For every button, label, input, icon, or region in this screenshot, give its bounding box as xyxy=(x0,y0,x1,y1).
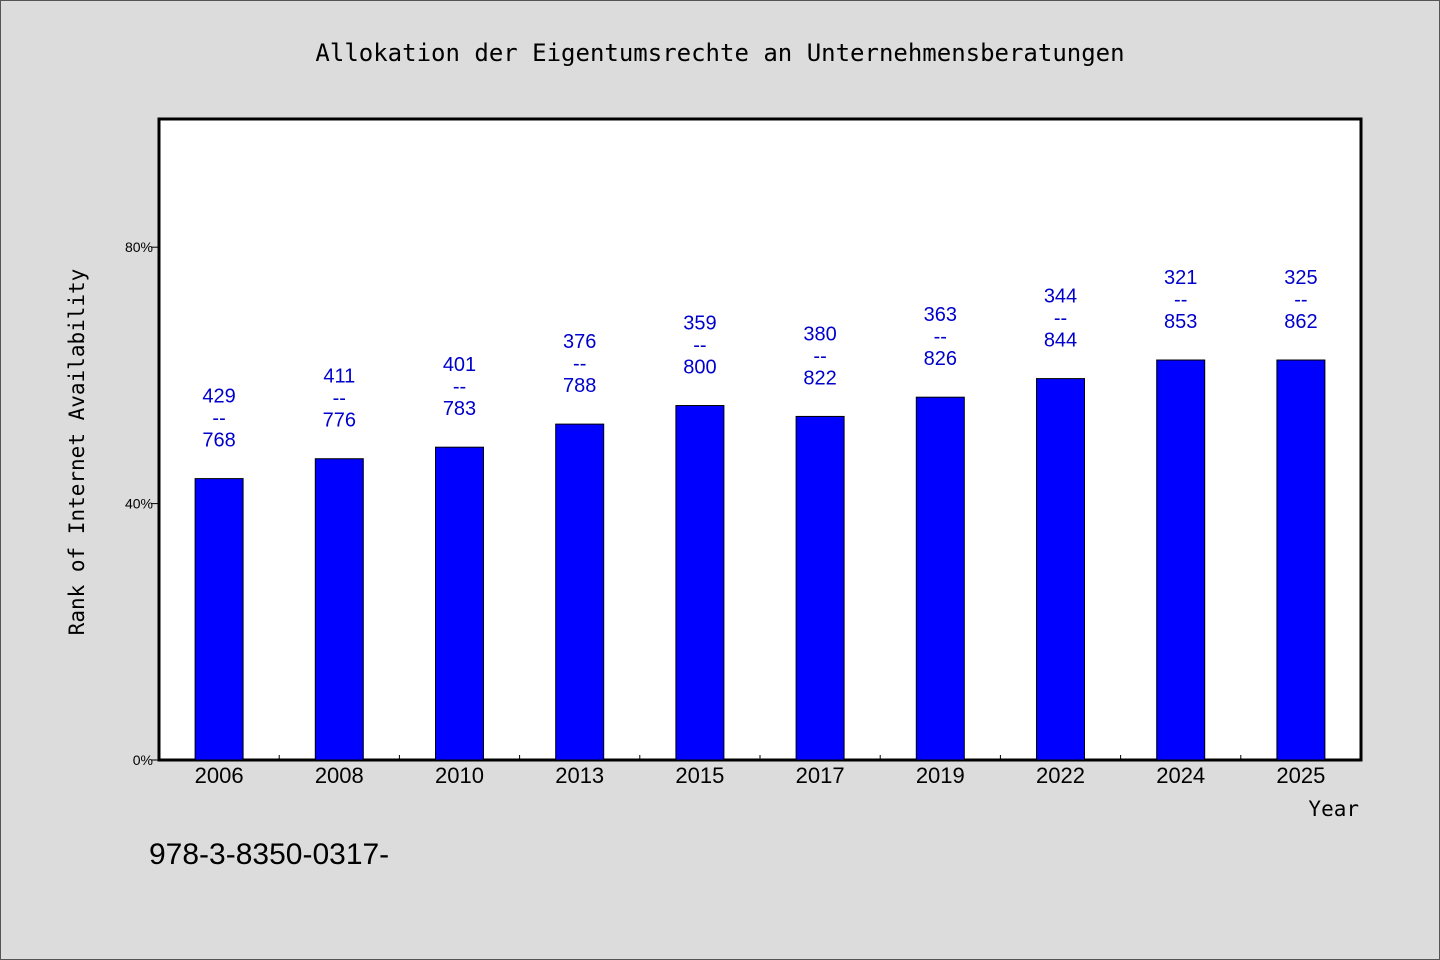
data-label: 411 xyxy=(323,366,355,388)
footnote-isbn: 978-3-8350-0317- xyxy=(149,838,389,871)
bar-2019 xyxy=(915,396,965,761)
x-axis-label: Year xyxy=(1308,797,1359,821)
data-label: 822 xyxy=(803,367,836,389)
x-tick-label: 2008 xyxy=(315,763,364,788)
data-label: 401 xyxy=(443,354,476,376)
data-label: 776 xyxy=(323,410,356,432)
data-label: 853 xyxy=(1164,311,1197,333)
bar-2006 xyxy=(194,478,244,761)
data-label: 800 xyxy=(683,357,716,379)
data-label: -- xyxy=(1174,289,1187,311)
data-label: 826 xyxy=(924,348,957,370)
y-tick-label: 40% xyxy=(125,496,153,512)
data-label: 844 xyxy=(1044,330,1077,352)
bar-2010 xyxy=(435,446,484,761)
y-axis-label: Rank of Internet Availability xyxy=(65,269,89,636)
data-label: 359 xyxy=(683,313,716,335)
x-tick-label: 2006 xyxy=(195,763,244,788)
data-label: 344 xyxy=(1044,286,1077,308)
bar-2013 xyxy=(555,423,605,761)
bar-2025 xyxy=(1276,359,1326,761)
x-tick-label: 2010 xyxy=(435,763,484,788)
data-label: 788 xyxy=(563,375,596,397)
y-tick-label: 80% xyxy=(125,239,153,255)
data-label: 429 xyxy=(202,386,235,408)
x-tick-label: 2025 xyxy=(1276,763,1325,788)
data-label: 325 xyxy=(1284,267,1317,289)
data-label: -- xyxy=(1294,289,1307,311)
data-labels: 429--768411--776401--783376--788359--800… xyxy=(202,267,1317,452)
data-label: -- xyxy=(1054,308,1067,330)
bars xyxy=(194,359,1326,761)
data-label: -- xyxy=(453,376,466,398)
x-tick-label: 2022 xyxy=(1036,763,1085,788)
x-tick-label: 2019 xyxy=(916,763,965,788)
x-tick-label: 2017 xyxy=(796,763,845,788)
data-label: -- xyxy=(934,326,947,348)
bar-2015 xyxy=(675,405,725,761)
y-axis: 0% 40% 80% xyxy=(125,239,159,768)
bar-2022 xyxy=(1036,378,1085,761)
data-label: -- xyxy=(573,353,586,375)
data-label: 783 xyxy=(443,398,476,420)
data-label: -- xyxy=(813,345,826,367)
data-label: -- xyxy=(212,408,225,430)
data-label: 862 xyxy=(1284,311,1317,333)
x-axis: 2006 2008 2010 2013 2015 2017 2019 2022 2024 2025 xyxy=(195,755,1325,788)
chart-title: Allokation der Eigentumsrechte an Untern… xyxy=(315,39,1124,67)
y-tick-label: 0% xyxy=(133,752,153,768)
bar-2008 xyxy=(314,458,364,761)
data-label: -- xyxy=(693,335,706,357)
data-label: 380 xyxy=(803,323,836,345)
data-label: 768 xyxy=(202,430,235,452)
data-label: 321 xyxy=(1164,267,1197,289)
bar-2024 xyxy=(1156,359,1206,761)
data-label: 363 xyxy=(924,304,957,326)
data-label: -- xyxy=(333,388,346,410)
bar-2017 xyxy=(795,415,845,761)
x-tick-label: 2015 xyxy=(675,763,724,788)
x-tick-label: 2013 xyxy=(555,763,604,788)
data-label: 376 xyxy=(563,331,596,353)
x-tick-label: 2024 xyxy=(1156,763,1205,788)
